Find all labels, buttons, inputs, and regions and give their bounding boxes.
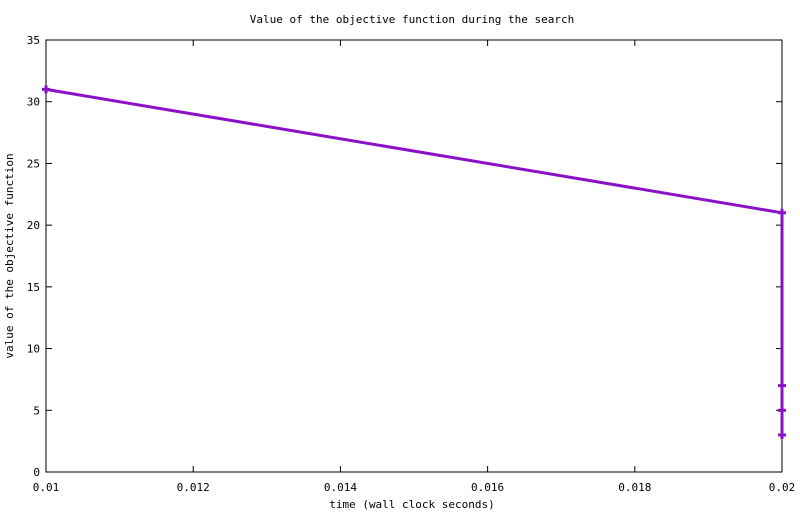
x-tick-label: 0.016: [471, 481, 504, 494]
y-axis: 0 5 10 15 20 25 30 35: [27, 34, 782, 479]
y-tick-label: 35: [27, 34, 40, 47]
x-tick-label: 0.018: [618, 481, 651, 494]
y-tick-label: 30: [27, 96, 40, 109]
data-point-marker: [778, 406, 786, 415]
data-point-marker: [42, 85, 50, 94]
y-axis-label: value of the objective function: [3, 153, 16, 358]
x-tick-label: 0.014: [324, 481, 357, 494]
y-tick-label: 15: [27, 281, 40, 294]
y-tick-label: 5: [33, 404, 40, 417]
series-layer: [42, 85, 786, 439]
series-line: [45, 87, 784, 435]
y-tick-label: 10: [27, 343, 40, 356]
y-tick-label: 20: [27, 219, 40, 232]
y-tick-label: 0: [33, 466, 40, 479]
data-point-marker: [778, 381, 786, 390]
x-axis: 0.01 0.012 0.014 0.016 0.018 0.02: [33, 40, 796, 494]
x-tick-label: 0.02: [769, 481, 796, 494]
data-point-marker: [778, 430, 786, 439]
data-point-marker: [778, 208, 786, 217]
x-axis-label: time (wall clock seconds): [329, 498, 495, 511]
y-tick-label: 25: [27, 157, 40, 170]
plot-frame: [45, 39, 783, 473]
x-tick-label: 0.012: [177, 481, 210, 494]
x-tick-label: 0.01: [33, 481, 60, 494]
chart-title: Value of the objective function during t…: [250, 13, 575, 26]
